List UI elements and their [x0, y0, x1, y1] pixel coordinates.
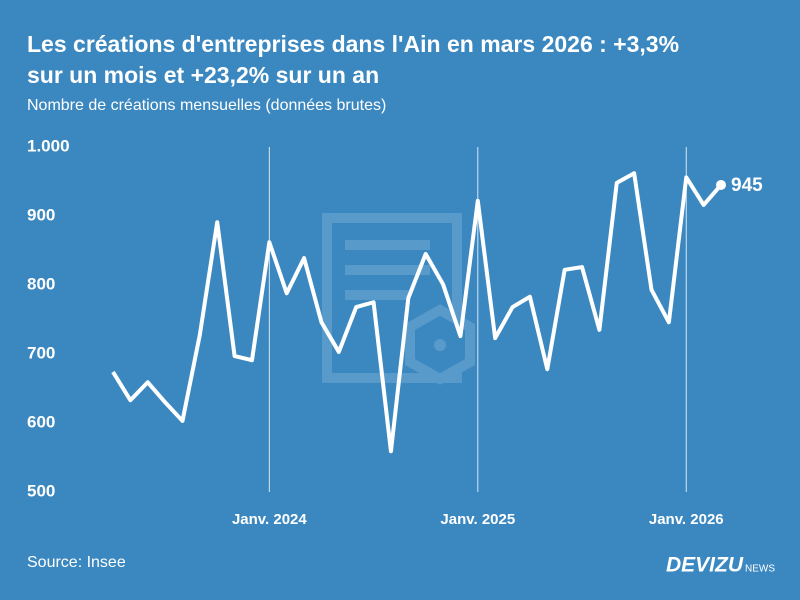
- source: Source: Insee: [27, 554, 126, 571]
- brand: DEVIZU: [666, 554, 744, 577]
- line-series: [111, 171, 723, 454]
- data-label: 945: [731, 175, 763, 196]
- y-tick-label: 500: [27, 481, 55, 500]
- y-tick-label: 1.000: [27, 136, 70, 155]
- chart-title: sur un mois et +23,2% sur un an: [27, 62, 379, 88]
- y-tick-label: 600: [27, 412, 55, 431]
- watermark: [322, 213, 475, 385]
- brand-suffix: NEWS: [745, 564, 775, 575]
- x-tick-label: Janv. 2026: [649, 511, 724, 528]
- y-tick-label: 900: [27, 205, 55, 224]
- x-tick-label: Janv. 2024: [232, 511, 307, 528]
- x-tick-label: Janv. 2025: [440, 511, 515, 528]
- end-marker: [716, 179, 726, 190]
- y-tick-label: 700: [27, 343, 55, 362]
- chart-subtitle: Nombre de créations mensuelles (données …: [27, 97, 386, 114]
- chart-title: Les créations d'entreprises dans l'Ain e…: [27, 31, 679, 57]
- y-tick-label: 800: [27, 274, 55, 293]
